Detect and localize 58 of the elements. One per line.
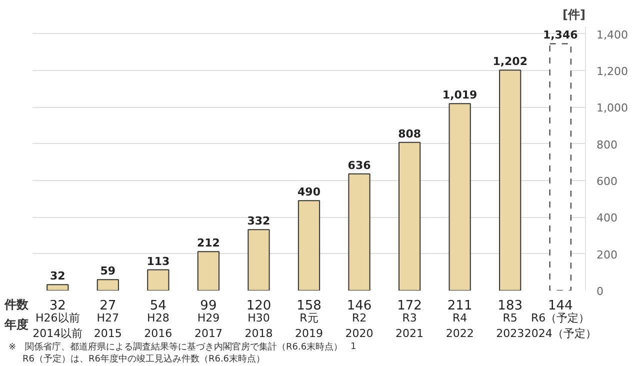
y-axis-title: [件]	[562, 8, 586, 22]
text: 件数	[4, 298, 30, 312]
bar	[298, 200, 320, 290]
text: 99	[200, 298, 217, 314]
text: 172	[397, 298, 422, 314]
data-label: 212	[196, 236, 220, 250]
x-tick-label: H30 2018	[244, 312, 273, 340]
bar	[348, 173, 370, 290]
y-tick-label: 400	[596, 212, 618, 225]
bar	[147, 269, 170, 290]
text: 32	[49, 298, 66, 314]
text: ※ 関係省庁、都道府県による調査結果等に基づき内閣官房で集計（R6.6末時点）	[8, 342, 343, 352]
bar	[499, 70, 522, 290]
x-tick-label: H28 2016	[144, 312, 172, 340]
bar	[197, 251, 220, 290]
data-label: 636	[348, 158, 372, 172]
data-label: 113	[146, 254, 170, 268]
text: R6（予定）は、R6年度中の竣工見込み件数（R6.6末時点）	[22, 354, 266, 364]
x-tick-label: H29 2017	[194, 312, 222, 340]
y-tick-label: 800	[596, 138, 618, 152]
text: 146	[346, 298, 372, 314]
bar	[46, 284, 69, 290]
y-tick-label: 1,200	[596, 65, 628, 78]
text: 27	[100, 298, 116, 314]
y-tick-label: 1,400	[596, 28, 628, 42]
y-tick-label: 1,000	[596, 102, 628, 115]
data-label: 332	[247, 214, 270, 228]
text: 1	[350, 342, 356, 352]
data-label: 490	[298, 186, 321, 199]
text: 158	[296, 298, 322, 314]
y-tick-label: 0	[596, 285, 604, 298]
x-tick-label: R5 2023	[496, 312, 524, 340]
x-tick-label: R4 2022	[446, 312, 474, 340]
data-label: 59	[100, 264, 116, 278]
data-label: 1,346	[542, 28, 578, 42]
x-tick-label: R元 2019	[295, 312, 324, 340]
data-label: 808	[398, 127, 422, 140]
text: 183	[498, 298, 523, 314]
text: 211	[447, 298, 472, 314]
text: 144	[548, 298, 573, 314]
x-tick-label: R3 2021	[396, 312, 424, 340]
text: 年度	[4, 318, 28, 332]
data-label: 1,202	[492, 55, 528, 68]
x-tick-label: H26以前 2014以前	[32, 312, 83, 340]
bar	[398, 142, 421, 290]
y-tick-label: 600	[596, 175, 618, 188]
y-tick-label: 200	[596, 248, 618, 262]
bar	[248, 229, 270, 290]
x-tick-label: R2 2020	[345, 312, 374, 340]
data-label: 1,019	[442, 88, 478, 102]
data-label: 32	[50, 270, 66, 283]
bar	[549, 43, 572, 290]
x-tick-label: R6（予定） 2024（予定）	[524, 312, 596, 340]
text: 120	[246, 298, 272, 314]
bar	[448, 103, 471, 290]
text: 54	[150, 298, 166, 314]
x-tick-label: H27 2015	[94, 312, 122, 340]
bar	[96, 279, 119, 290]
